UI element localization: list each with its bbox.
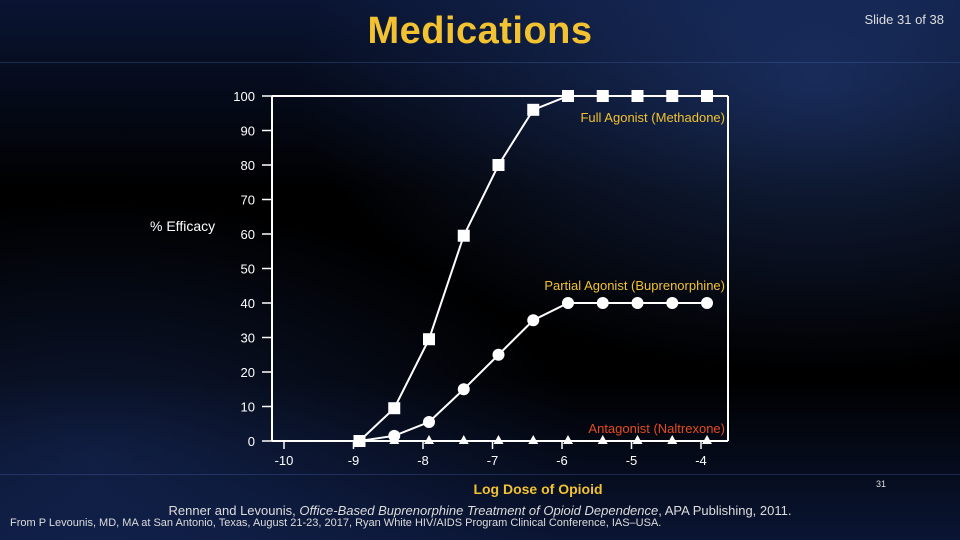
antagonist-point [563, 435, 573, 444]
partial-agonist-point [596, 297, 609, 309]
partial-agonist-label: Partial Agonist (Buprenorphine) [544, 278, 725, 293]
x-tick-label: -7 [487, 453, 499, 468]
citation-book-title: Office-Based Buprenorphine Treatment of … [299, 503, 659, 518]
y-tick-label: 100 [233, 89, 255, 104]
partial-agonist-point [423, 416, 435, 429]
chart-ticks: 0 10 20 30 40 50 60 70 80 90 100 -10 -9 -8 -7 -6 -5 -4 [233, 89, 706, 468]
chart-series [353, 90, 713, 447]
decor-line-bottom [0, 474, 960, 475]
x-tick-label: -8 [417, 453, 429, 468]
antagonist-point [597, 435, 608, 444]
partial-agonist-point [666, 297, 679, 309]
partial-agonist-point [492, 348, 505, 361]
y-tick-label: 90 [241, 124, 255, 139]
full-agonist-point [562, 90, 574, 102]
full-agonist-point [388, 402, 401, 415]
citation-source: From P Levounis, MD, MA at San Antonio, … [10, 517, 662, 529]
full-agonist-point [527, 103, 540, 116]
partial-agonist-point [457, 383, 470, 396]
citation-publisher: , APA Publishing, 2011. [658, 503, 792, 518]
antagonist-point [702, 435, 712, 444]
x-tick-label: -9 [348, 453, 360, 468]
y-tick-label: 30 [241, 331, 255, 346]
chart-series-labels: Full Agonist (Methadone) Partial Agonist … [544, 110, 725, 436]
citation-primary: Renner and Levounis, Office-Based Bupren… [0, 503, 960, 518]
y-tick-label: 70 [241, 193, 255, 208]
partial-agonist-point [701, 297, 713, 309]
y-tick-label: 40 [241, 296, 255, 311]
antagonist-point [667, 435, 678, 444]
full-agonist-point [701, 90, 713, 102]
partial-agonist-point [562, 297, 574, 309]
full-agonist-point [666, 90, 679, 102]
y-tick-label: 60 [241, 227, 255, 242]
x-tick-label: -5 [626, 453, 638, 468]
full-agonist-point [423, 333, 435, 346]
x-tick-label: -4 [695, 453, 707, 468]
slide-title: Medications [367, 10, 593, 52]
antagonist-point [493, 435, 504, 444]
slide-counter: Slide 31 of 38 [864, 12, 944, 27]
antagonist-point [458, 435, 469, 444]
full-agonist-line [358, 95, 707, 442]
partial-agonist-point [631, 297, 644, 309]
full-agonist-point [492, 159, 505, 171]
antagonist-point [424, 435, 434, 444]
partial-agonist-point [527, 314, 540, 327]
x-tick-label: -6 [556, 453, 568, 468]
y-tick-label: 10 [241, 400, 255, 415]
y-tick-label: 0 [248, 434, 255, 449]
full-agonist-point [631, 90, 644, 102]
chart-axes [271, 95, 729, 442]
x-tick-label: -10 [275, 453, 294, 468]
y-tick-label: 50 [241, 262, 255, 277]
y-axis-label: % Efficacy [150, 218, 216, 234]
y-tick-label: 80 [241, 158, 255, 173]
full-agonist-label: Full Agonist (Methadone) [580, 110, 725, 125]
decor-line-top [0, 62, 960, 63]
antagonist-point [389, 435, 400, 444]
x-axis-label: Log Dose of Opioid [473, 481, 603, 497]
antagonist-label: Antagonist (Naltrexone) [588, 421, 725, 436]
citation-authors: Renner and Levounis, [168, 503, 300, 518]
antagonist-point [528, 435, 539, 444]
full-agonist-point [596, 90, 609, 102]
antagonist-point [632, 435, 643, 444]
y-tick-label: 20 [241, 365, 255, 380]
full-agonist-point [457, 229, 470, 242]
slide-number: 31 [876, 479, 887, 489]
